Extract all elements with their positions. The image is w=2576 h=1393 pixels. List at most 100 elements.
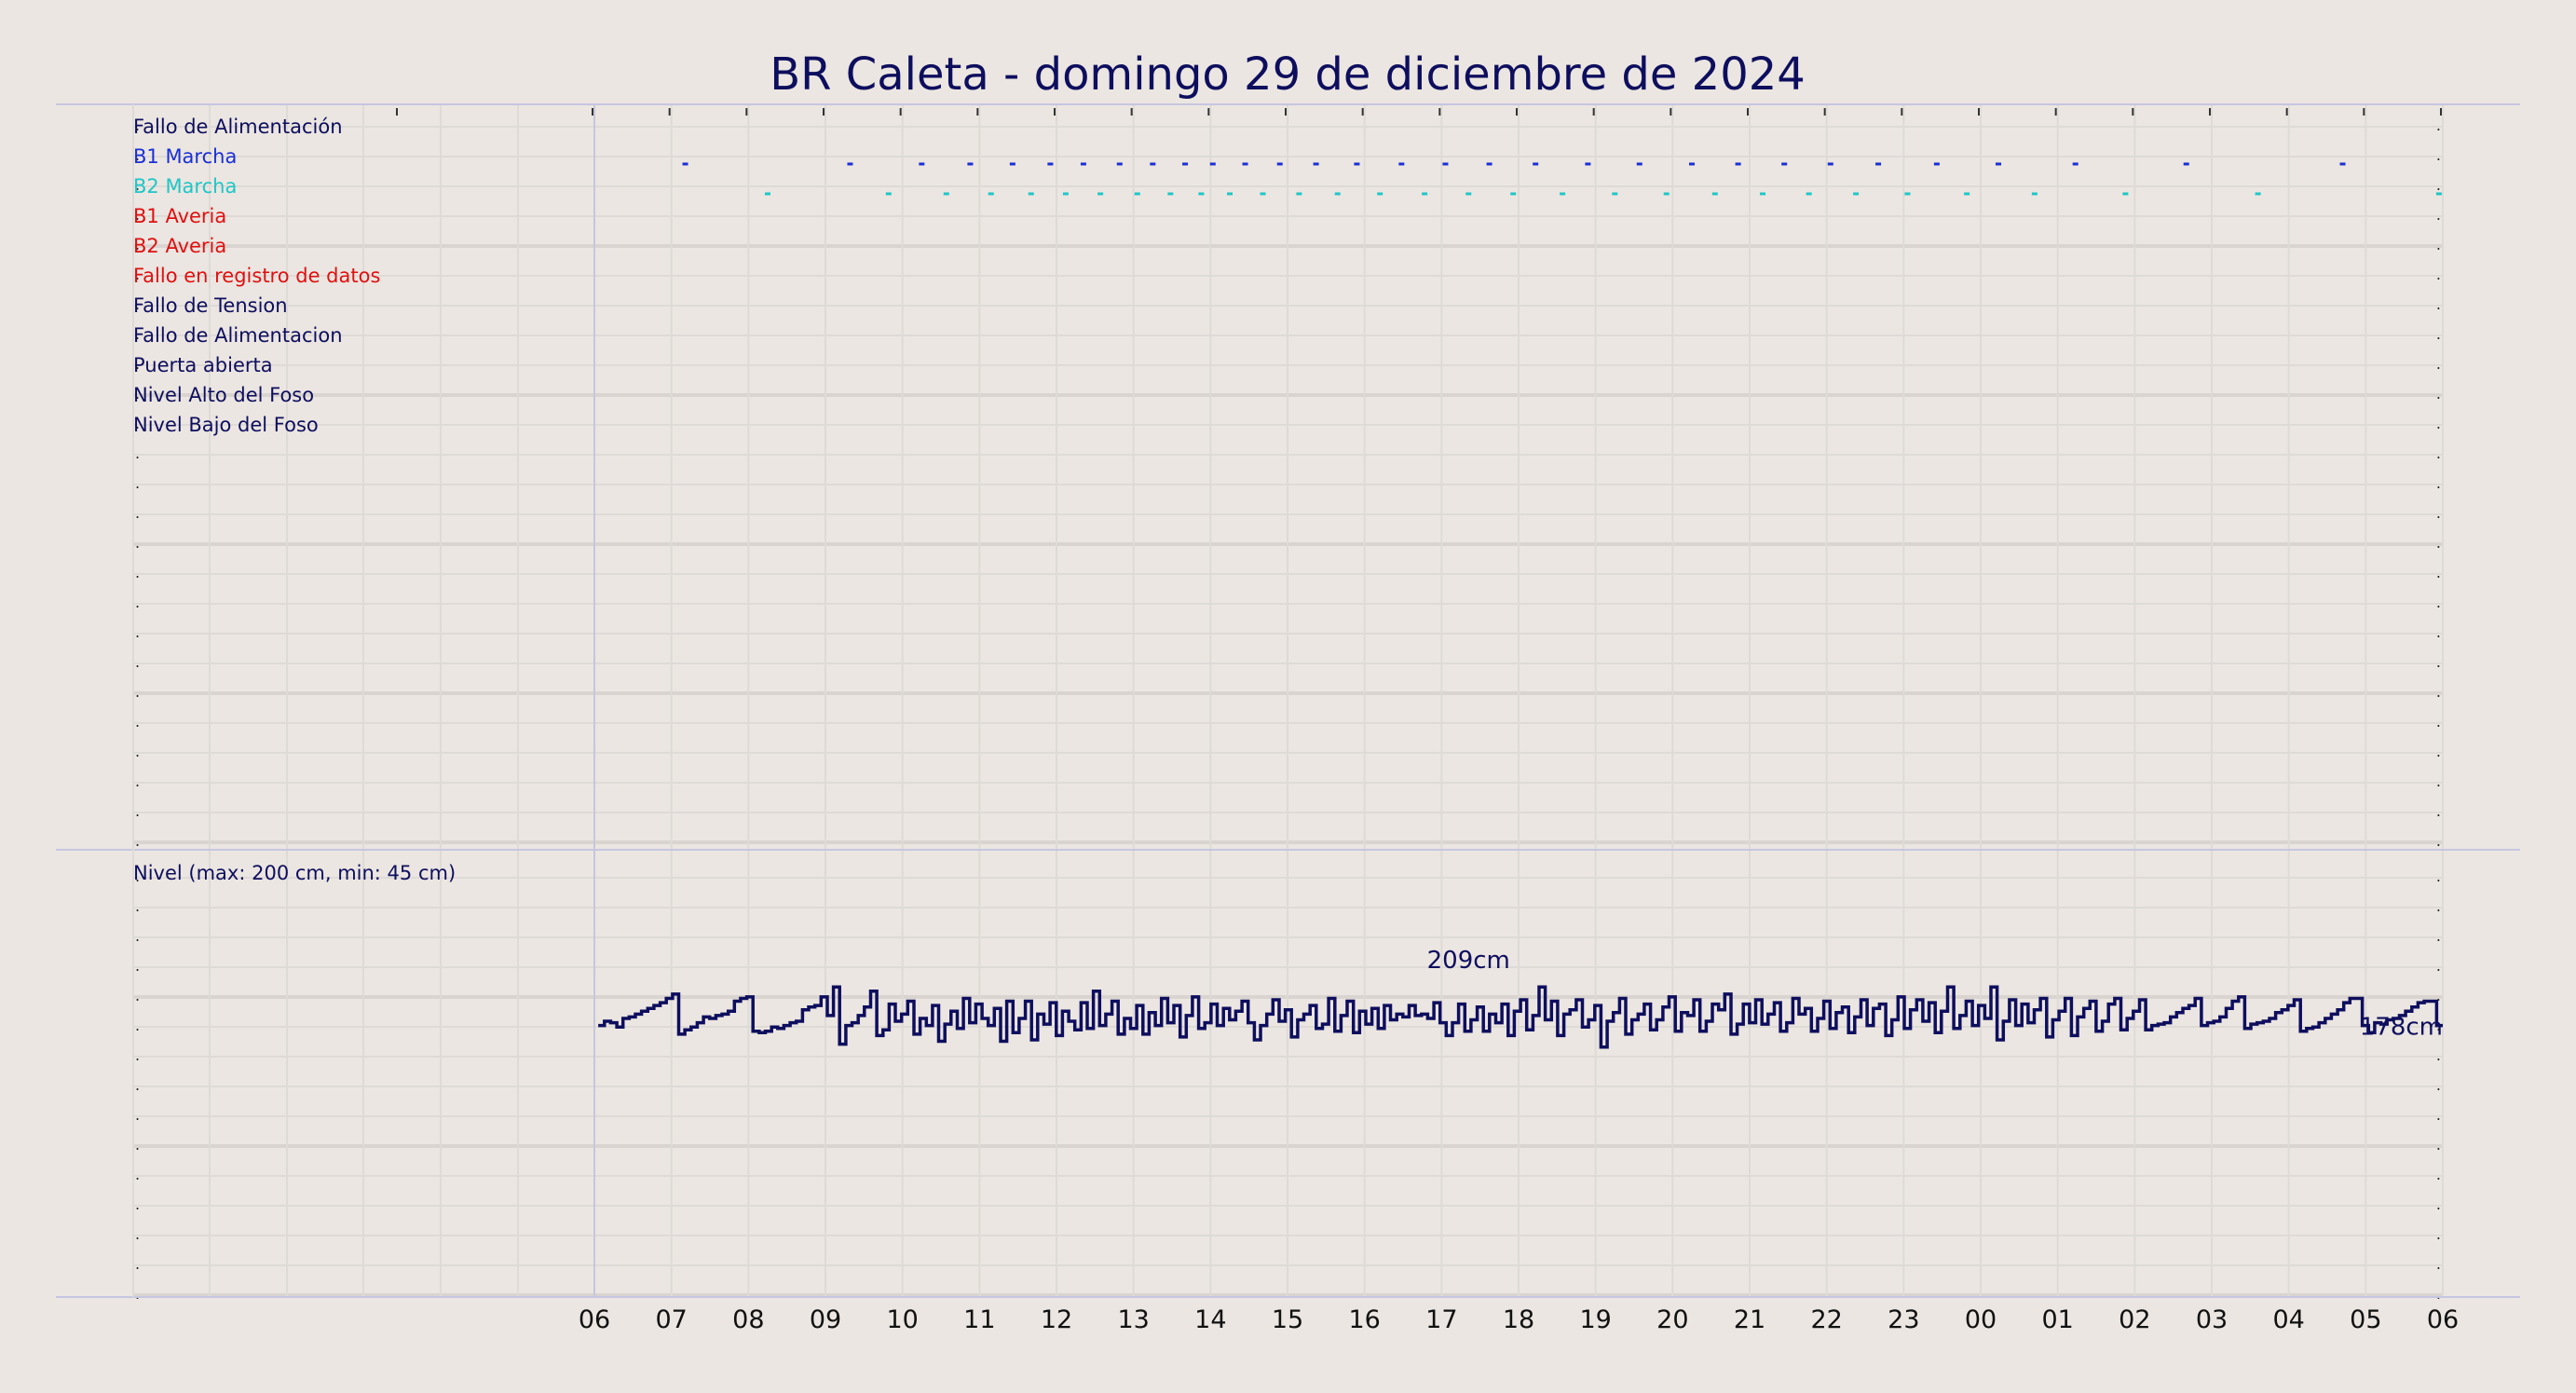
- level-panel-grid: ..............................: [132, 850, 2444, 1303]
- chart-frame: [56, 103, 2520, 1298]
- events-grid-tick-dot: .: [2436, 176, 2441, 194]
- x-tick-label: 04: [2272, 1305, 2304, 1334]
- events-grid-tick-dot: .: [2436, 355, 2441, 373]
- level-grid-tick-dot: .: [2436, 957, 2441, 975]
- x-tick-label: 16: [1348, 1305, 1380, 1334]
- level-grid-tick-dot: .: [135, 1136, 140, 1154]
- level-grid-tick-dot: .: [2436, 1195, 2441, 1213]
- level-grid-tick-dot: .: [135, 867, 140, 885]
- level-grid-tick-dot: .: [135, 1046, 140, 1064]
- level-grid-tick-dot: .: [2436, 1166, 2441, 1183]
- events-grid-tick-dot: .: [2436, 594, 2441, 611]
- x-tick-label: 10: [886, 1305, 918, 1334]
- events-grid-tick-dot: .: [2436, 295, 2441, 313]
- events-grid-tick-dot: .: [2436, 802, 2441, 820]
- events-grid-tick-dot: .: [135, 623, 140, 641]
- level-grid-tick-dot: .: [135, 957, 140, 975]
- events-grid-tick-dot: .: [2436, 385, 2441, 403]
- events-grid-tick-dot: .: [2436, 116, 2441, 134]
- level-grid-tick-dot: .: [135, 1285, 140, 1303]
- x-tick-label: 08: [732, 1305, 764, 1334]
- events-grid-tick-dot: .: [135, 653, 140, 671]
- level-grid-tick-dot: .: [2436, 987, 2441, 1004]
- events-grid-tick-dot: .: [135, 802, 140, 820]
- events-grid-tick-dot: .: [135, 743, 140, 760]
- events-grid-tick-dot: .: [135, 474, 140, 492]
- x-tick-label: 02: [2119, 1305, 2150, 1334]
- event-row-label: B1 Averia: [133, 205, 226, 227]
- level-grid-tick-dot: .: [135, 897, 140, 915]
- level-grid-tick-dot: .: [135, 1255, 140, 1273]
- x-tick-label: 06: [579, 1305, 610, 1334]
- events-grid-tick-dot: .: [2436, 683, 2441, 701]
- event-row-label: Nivel Alto del Foso: [133, 384, 314, 406]
- x-tick-label: 22: [1810, 1305, 1842, 1334]
- level-grid-tick-dot: .: [135, 1076, 140, 1094]
- events-grid-tick-dot: .: [2436, 266, 2441, 283]
- level-grid-tick-dot: .: [2436, 1136, 2441, 1154]
- chart-title: BR Caleta - domingo 29 de diciembre de 2…: [770, 48, 1806, 101]
- x-tick-label: 01: [2041, 1305, 2073, 1334]
- event-row-labels: Fallo de Alimentación B1 Marcha B2 Marcha B…: [133, 116, 380, 436]
- events-grid-tick-dot: .: [135, 266, 140, 283]
- events-grid-tick-dot: .: [2436, 623, 2441, 641]
- level-grid-tick-dot: .: [2436, 867, 2441, 885]
- events-grid-tick-dot: .: [135, 385, 140, 403]
- event-row-label: Puerta abierta: [133, 354, 273, 376]
- events-grid-tick-dot: .: [2436, 236, 2441, 253]
- events-grid-tick-dot: .: [135, 325, 140, 343]
- events-grid-tick-dot: .: [135, 146, 140, 164]
- event-row-label: Fallo de Alimentación: [133, 116, 343, 138]
- x-tick-label: 11: [963, 1305, 995, 1334]
- max-level-annotation: 209cm: [1427, 947, 1510, 975]
- event-row-label: Fallo en registro de datos: [133, 265, 380, 287]
- events-grid-tick-dot: .: [2436, 415, 2441, 432]
- events-grid-tick-dot: .: [2436, 534, 2441, 552]
- x-tick-label: 21: [1734, 1305, 1765, 1334]
- x-tick-label: 20: [1656, 1305, 1688, 1334]
- x-tick-label: 07: [655, 1305, 687, 1334]
- x-tick-label: 17: [1425, 1305, 1457, 1334]
- level-grid-tick-dot: .: [135, 1195, 140, 1213]
- event-row-label: B2 Marcha: [133, 175, 237, 198]
- events-grid-tick-dot: .: [135, 206, 140, 224]
- event-row-label: Fallo de Alimentacion: [133, 324, 343, 347]
- level-grid-tick-dot: .: [135, 927, 140, 945]
- events-grid-tick-dot: .: [135, 832, 140, 850]
- events-grid-tick-dot: .: [2436, 832, 2441, 850]
- level-grid-tick-dot: .: [135, 1225, 140, 1243]
- events-grid-tick-dot: .: [2436, 743, 2441, 760]
- events-grid-tick-dot: .: [2436, 504, 2441, 522]
- level-grid-tick-dot: .: [135, 987, 140, 1004]
- x-tick-label: 03: [2196, 1305, 2228, 1334]
- event-row-label: Nivel Bajo del Foso: [133, 414, 319, 436]
- level-series: [598, 985, 2443, 1049]
- events-grid-tick-dot: .: [135, 504, 140, 522]
- events-grid-tick-dot: .: [135, 116, 140, 134]
- level-panel-title: Nivel (max: 200 cm, min: 45 cm): [133, 862, 456, 884]
- events-grid-tick-dot: .: [135, 176, 140, 194]
- event-row-label: Fallo de Tension: [133, 294, 288, 317]
- events-grid-tick-dot: .: [2436, 444, 2441, 462]
- events-grid-tick-dot: .: [2436, 206, 2441, 224]
- level-grid-tick-dot: .: [2436, 1285, 2441, 1303]
- events-grid-tick-dot: .: [135, 713, 140, 731]
- level-grid-tick-dot: .: [2436, 1106, 2441, 1124]
- events-grid-tick-dot: .: [2436, 564, 2441, 581]
- x-tick-label: 09: [810, 1305, 841, 1334]
- events-grid-tick-dot: .: [135, 564, 140, 581]
- event-marks: [682, 162, 2442, 196]
- level-grid-tick-dot: .: [2436, 1046, 2441, 1064]
- events-grid-tick-dot: .: [135, 594, 140, 611]
- event-row-label: B2 Averia: [133, 235, 226, 257]
- level-grid-tick-dot: .: [2436, 927, 2441, 945]
- events-grid-tick-dot: .: [2436, 146, 2441, 164]
- events-grid-tick-dot: .: [2436, 325, 2441, 343]
- events-grid-tick-dot: .: [135, 415, 140, 432]
- x-tick-label: 19: [1579, 1305, 1611, 1334]
- events-grid-tick-dot: .: [135, 444, 140, 462]
- x-tick-label: 05: [2350, 1305, 2381, 1334]
- level-annotations: 209cm 178cm: [1427, 947, 2443, 1042]
- events-grid-tick-dot: .: [2436, 653, 2441, 671]
- level-grid-tick-dot: .: [2436, 1076, 2441, 1094]
